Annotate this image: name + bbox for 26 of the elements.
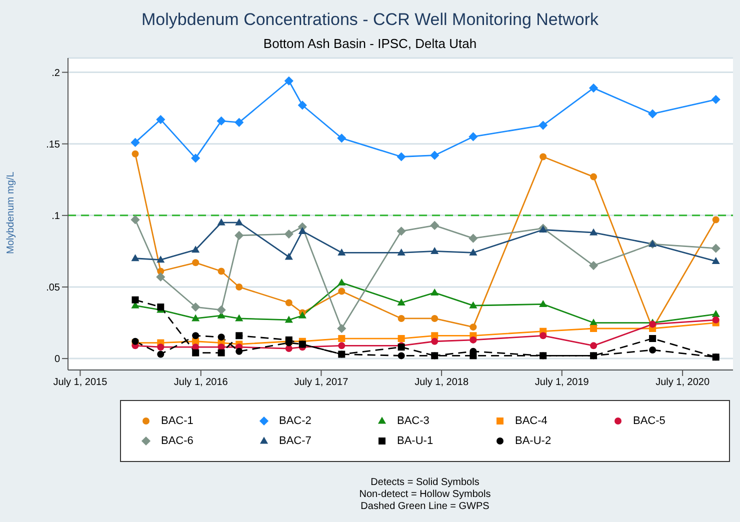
x-tick-label: July 1, 2018 bbox=[414, 377, 469, 388]
legend-label: BA-U-1 bbox=[397, 435, 434, 447]
legend-label: BA-U-2 bbox=[515, 435, 552, 447]
legend-label: BAC-7 bbox=[279, 435, 312, 447]
legend-label: BAC-6 bbox=[161, 435, 194, 447]
y-tick-label: .15 bbox=[46, 139, 60, 150]
legend-label: BAC-1 bbox=[161, 415, 194, 427]
y-tick-label: .2 bbox=[52, 68, 60, 79]
legend-label: BAC-2 bbox=[279, 415, 312, 427]
chart-title: Molybdenum Concentrations - CCR Well Monitoring Network bbox=[140, 10, 600, 30]
x-tick-label: July 1, 2016 bbox=[174, 377, 228, 388]
x-tick-label: July 1, 2017 bbox=[294, 377, 349, 388]
text: Dashed Green Line = GWPS bbox=[360, 501, 490, 513]
y-tick-label: .1 bbox=[52, 210, 60, 222]
text: Detects = Solid Symbols bbox=[370, 477, 480, 489]
x-tick-label: July 1, 2020 bbox=[656, 377, 710, 388]
chart-subtitle: Bottom Ash Basin - IPSC, Delta Utah bbox=[262, 36, 478, 51]
legend-label: BAC-3 bbox=[397, 415, 430, 427]
legend-label: BAC-4 bbox=[515, 415, 548, 427]
x-tick-label: July 1, 2015 bbox=[53, 377, 108, 388]
text: Non-detect = Hollow Symbols bbox=[358, 489, 492, 501]
y-tick-label: .05 bbox=[46, 282, 60, 294]
legend-label: BAC-5 bbox=[633, 415, 666, 427]
y-axis-title: Molybdenum mg/L bbox=[6, 171, 17, 254]
x-tick-label: July 1, 2019 bbox=[534, 377, 590, 388]
y-tick-label: 0 bbox=[54, 354, 60, 366]
